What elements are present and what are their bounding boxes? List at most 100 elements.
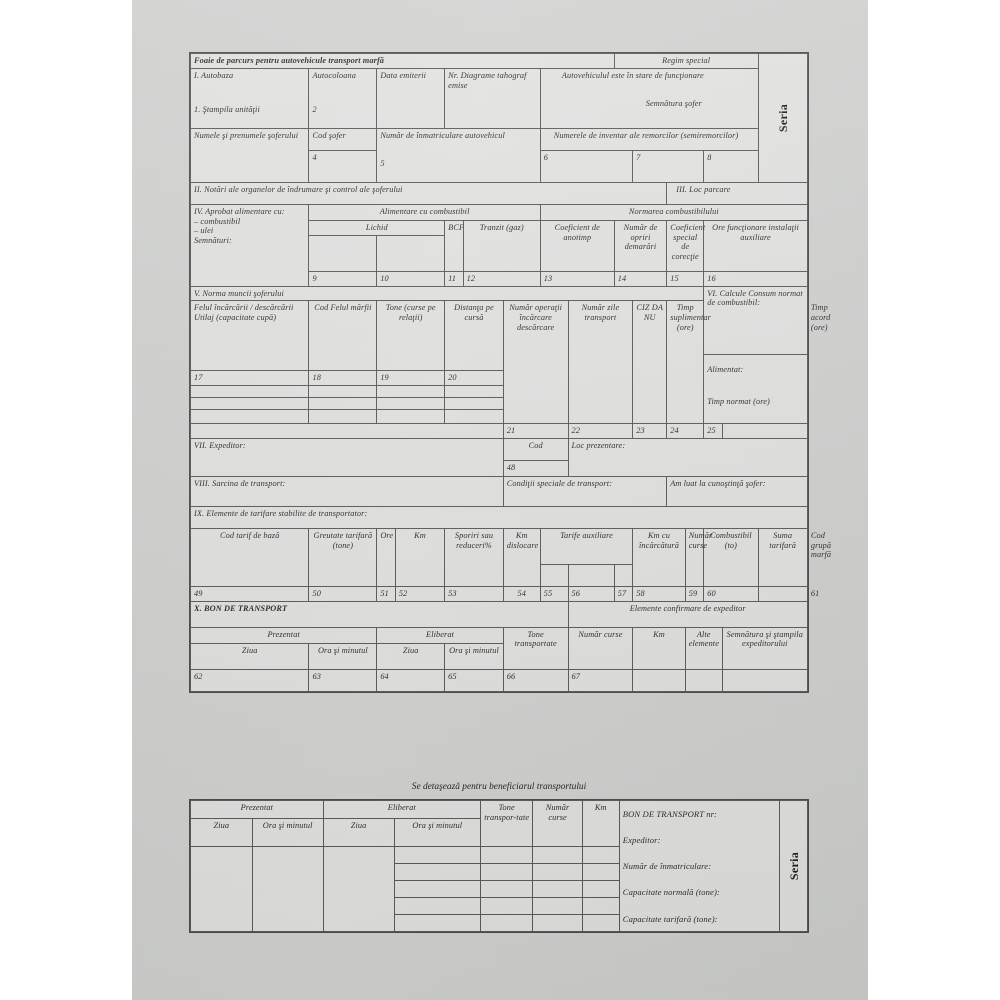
col-ciz[interactable]: CIZ DA NU [632, 300, 668, 425]
col-numar-operatii[interactable]: Număr operaţii încărcare descărcare [502, 300, 569, 425]
field-56-cell[interactable]: 56 [567, 585, 615, 602]
cell-distanta-3[interactable] [444, 397, 504, 411]
field-sarcina-transport[interactable]: VIII. Sarcina de transport: [190, 475, 504, 507]
field-52-cell[interactable]: 52 [394, 585, 446, 602]
field-autobaza[interactable]: I. Autobaza 1. Ştampila unităţii [189, 67, 310, 129]
detach-cell-eliberat-ora-3[interactable] [393, 880, 481, 898]
detach-cell-eliberat-ora-4[interactable] [393, 897, 481, 915]
field-12-cell[interactable]: 12 [462, 270, 541, 287]
field-km-10-cell[interactable] [632, 668, 686, 692]
detach-cell-eliberat-ora-2[interactable] [393, 863, 481, 881]
detach-cell-tone-3[interactable] [479, 880, 534, 898]
cell-cod-4[interactable] [308, 409, 378, 425]
col-timp-suplimentar[interactable]: Timp suplimentar (ore) [666, 300, 711, 425]
field-9-cell[interactable]: 9 [308, 270, 378, 287]
field-59-cell[interactable]: 59 [684, 585, 705, 602]
field-23-cell[interactable]: 23 [632, 423, 668, 439]
field-57-cell[interactable]: 57 [613, 585, 634, 602]
field-51-cell[interactable]: 51 [376, 585, 396, 602]
field-67-cell[interactable]: 67 [567, 668, 634, 692]
field-semnatura-cell[interactable] [721, 668, 808, 692]
field-notari[interactable]: II. Notări ale organelor de îndrumare şi… [189, 181, 668, 205]
field-nume-prenume[interactable]: Numele şi prenumele şoferului [189, 127, 310, 183]
field-blank-cell[interactable] [757, 585, 808, 602]
field-11-cell[interactable]: 11 [444, 270, 464, 287]
detach-bon-panel[interactable]: BON DE TRANSPORT nr: Expeditor: Număr de… [618, 800, 781, 932]
detach-cell-eliberat-ziua[interactable] [322, 846, 395, 932]
cell-tone-4[interactable] [376, 409, 446, 425]
field-loc-parcare[interactable]: III. Loc parcare [666, 181, 808, 205]
detach-cell-km-4[interactable] [581, 897, 620, 915]
cell-distanta-1[interactable]: 20 [444, 370, 504, 387]
detach-cell-eliberat-ora-1[interactable] [393, 846, 481, 864]
field-50-cell[interactable]: 50 [308, 585, 378, 602]
field-cod-sofer[interactable]: 4 [308, 149, 378, 183]
cell-cod-2[interactable] [308, 385, 378, 399]
tarife-aux-sub-3[interactable] [613, 563, 634, 587]
lichid-cell-b[interactable] [376, 234, 446, 272]
field-66-cell[interactable]: 66 [502, 668, 569, 692]
field-55-cell[interactable]: 55 [539, 585, 569, 602]
detach-cell-km-3[interactable] [581, 880, 620, 898]
field-remorca-1[interactable]: 6 [539, 149, 634, 183]
field-data-emiterii[interactable]: Data emiterii [376, 67, 446, 129]
lichid-cell-a[interactable] [308, 234, 378, 272]
cell-tone-2[interactable] [376, 385, 446, 399]
field-24-cell[interactable]: 24 [666, 423, 705, 439]
detach-cell-prezentat-ziua[interactable] [190, 846, 253, 932]
field-25-cell[interactable]: 25 [703, 423, 723, 439]
field-60-cell[interactable]: 60 [703, 585, 759, 602]
detach-cell-curse-2[interactable] [532, 863, 583, 881]
detach-cell-km-5[interactable] [581, 914, 620, 932]
field-autocoloana[interactable]: Autocoloana 2 [308, 67, 378, 129]
detach-cell-prezentat-ora[interactable] [251, 846, 324, 932]
cell-tone-3[interactable] [376, 397, 446, 411]
field-conditii-speciale[interactable]: Condiţii speciale de transport: [502, 475, 668, 507]
cell-felul-2[interactable] [189, 385, 310, 399]
field-64-cell[interactable]: 64 [376, 668, 446, 692]
field-53-cell[interactable]: 53 [444, 585, 504, 602]
cell-felul-1[interactable]: 17 [189, 370, 310, 387]
field-aprobat-alimentare[interactable]: IV. Aprobat alimentare cu: – combustibil… [189, 203, 310, 287]
field-remorca-2[interactable]: 7 [632, 149, 705, 183]
detach-cell-curse-5[interactable] [532, 914, 583, 932]
tarife-aux-sub-2[interactable] [567, 563, 615, 587]
field-am-luat-cunostinta[interactable]: Am luat la cunoştinţă şofer: [666, 475, 808, 507]
field-numar-inmatriculare[interactable]: Număr de înmatriculare autovehicul 5 [376, 127, 541, 183]
field-nr-diagrame[interactable]: Nr. Diagrame tahograf emise [444, 67, 541, 129]
detach-cell-tone-2[interactable] [479, 863, 534, 881]
field-alte-elemente-cell[interactable] [684, 668, 723, 692]
detach-cell-eliberat-ora-5[interactable] [393, 914, 481, 932]
field-10-cell[interactable]: 10 [376, 270, 446, 287]
section6-alimentat-cell[interactable]: Alimentat: Timp normat (ore) [703, 354, 808, 425]
field-15-cell[interactable]: 15 [666, 270, 705, 287]
detach-cell-tone-5[interactable] [479, 914, 534, 932]
cell-felul-3[interactable] [189, 397, 310, 411]
field-62-cell[interactable]: 62 [189, 668, 310, 692]
cell-felul-4[interactable] [189, 409, 310, 425]
detach-cell-km-1[interactable] [581, 846, 620, 864]
cell-distanta-2[interactable] [444, 385, 504, 399]
field-elemente-tarifare[interactable]: IX. Elemente de tarifare stabilite de tr… [190, 505, 808, 529]
field-22-cell[interactable]: 22 [567, 423, 634, 439]
field-21-cell[interactable]: 21 [502, 423, 569, 439]
field-13-cell[interactable]: 13 [539, 270, 615, 287]
detach-cell-curse-3[interactable] [532, 880, 583, 898]
detach-cell-tone-4[interactable] [479, 897, 534, 915]
detach-cell-tone-1[interactable] [479, 846, 534, 864]
tarife-aux-sub-1[interactable] [539, 563, 569, 587]
field-48-cell[interactable]: 48 [502, 459, 569, 477]
col-numar-zile[interactable]: Număr zile transport [567, 300, 634, 425]
field-65-cell[interactable]: 65 [444, 668, 504, 692]
field-63-cell[interactable]: 63 [308, 668, 378, 692]
cell-distanta-4[interactable] [444, 409, 504, 425]
field-expeditor[interactable]: VII. Expeditor: [190, 437, 504, 477]
detach-cell-km-2[interactable] [581, 863, 620, 881]
field-14-cell[interactable]: 14 [613, 270, 668, 287]
field-49-cell[interactable]: 49 [189, 585, 310, 602]
field-16-cell[interactable]: 16 [703, 270, 808, 287]
detach-cell-curse-1[interactable] [532, 846, 583, 864]
field-loc-prezentare[interactable]: Loc prezentare: [567, 437, 808, 477]
field-norma-muncii[interactable]: V. Norma muncii şoferului [189, 285, 705, 302]
cell-tone-1[interactable]: 19 [376, 370, 446, 387]
